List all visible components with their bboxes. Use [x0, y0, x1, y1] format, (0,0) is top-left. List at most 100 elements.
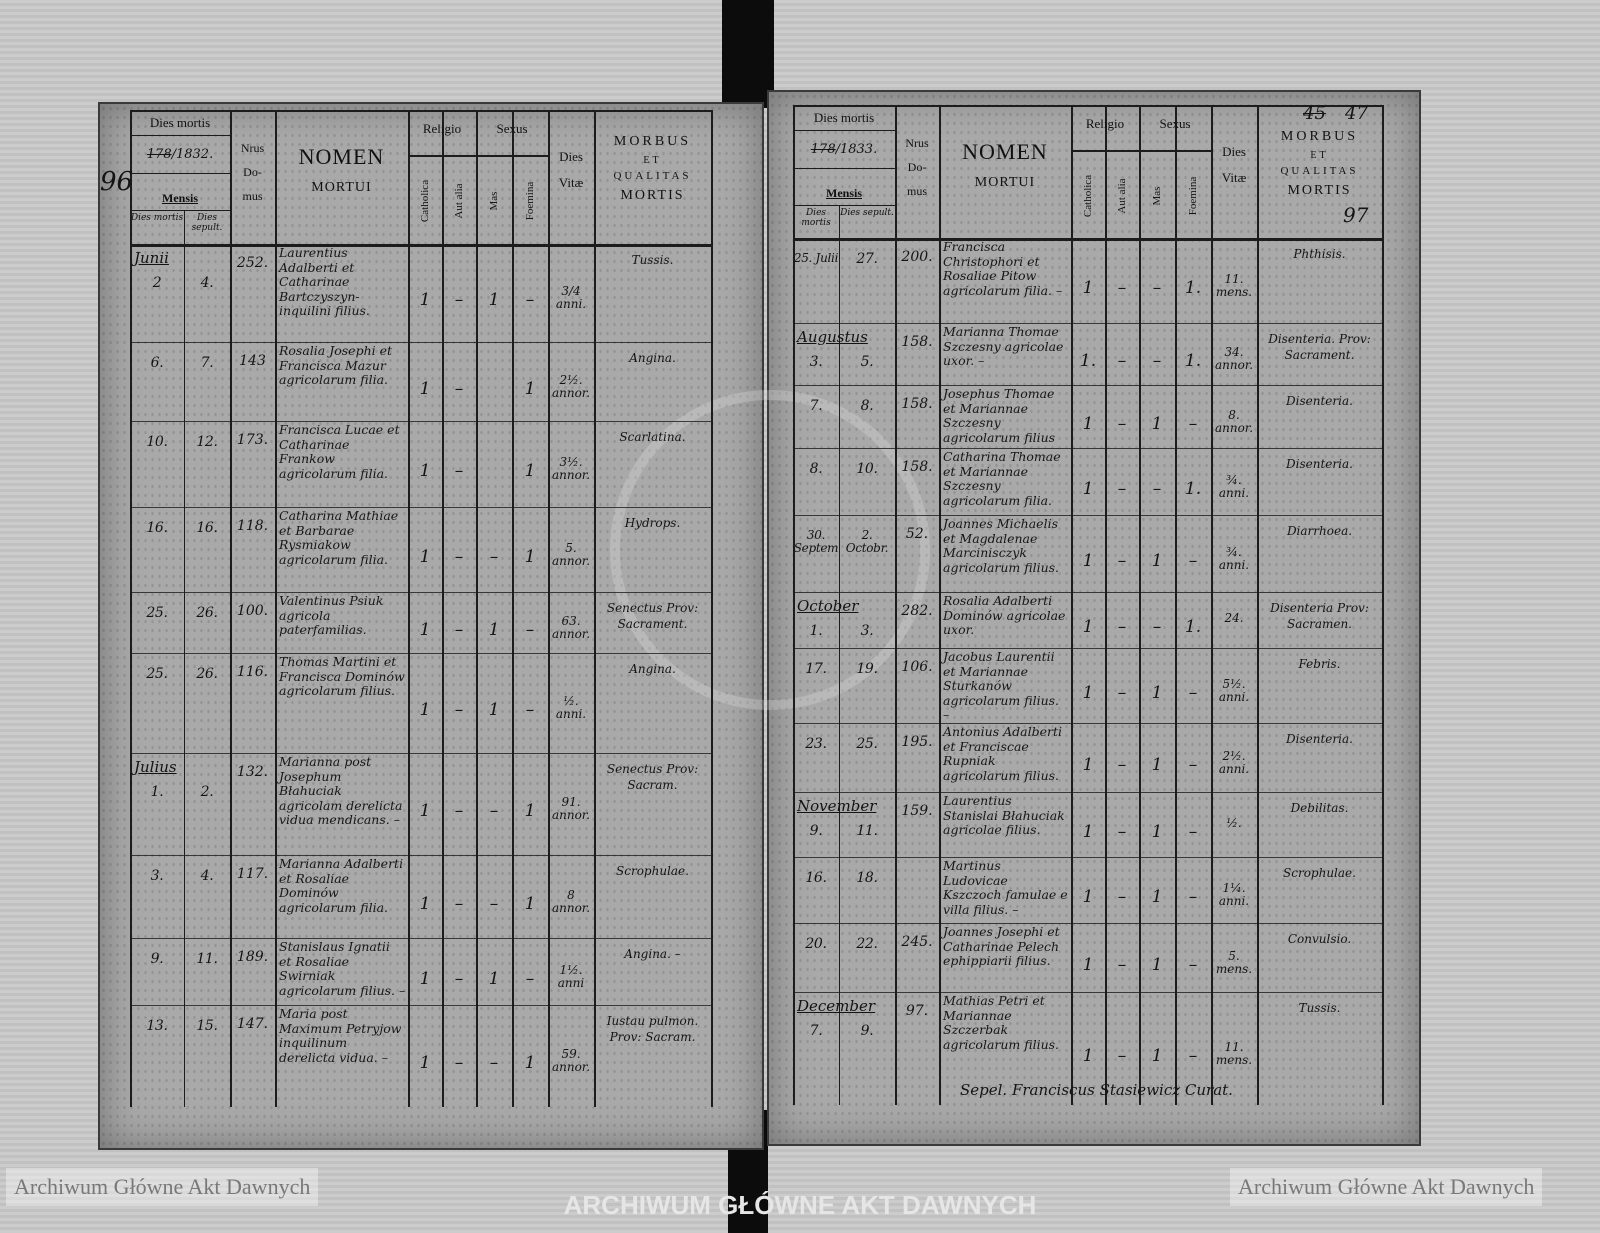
row-divider	[130, 938, 711, 939]
dies-mortis-header: Dies mortis	[149, 115, 211, 130]
catholica-mark: 1.	[1079, 351, 1097, 371]
cause-of-death: Angina. –	[624, 947, 681, 961]
table-top-border	[793, 105, 1382, 107]
row-divider	[793, 323, 1382, 324]
sexus-header: Sexus	[1159, 116, 1191, 131]
struck-year: 178	[146, 147, 172, 162]
aut-alia-mark: –	[1117, 821, 1127, 842]
aut-alia-mark: –	[454, 1053, 464, 1073]
deceased-name: Valentinus Psiuk agricola paterfamilias.	[279, 593, 384, 637]
mas-mark: 1	[488, 968, 500, 989]
aut-alia-mark: –	[454, 378, 464, 399]
catholica-mark: 1	[419, 619, 431, 640]
cause-of-death: Disenteria Prov: Sacramen.	[1270, 601, 1369, 631]
house-number: 52.	[905, 526, 929, 542]
column-divider	[548, 110, 550, 1107]
death-day: 10.	[146, 434, 168, 450]
house-number: 117.	[236, 866, 269, 882]
foemina-mark: –	[525, 968, 535, 989]
deceased-name: Catharina Mathiae et Barbarae Rysmiakow …	[279, 508, 399, 567]
mas-header: Mas	[1151, 186, 1163, 205]
month-label: Augustus	[797, 328, 868, 346]
house-number: 147.	[236, 1016, 269, 1032]
row-divider	[130, 421, 711, 422]
dies-vitae-header-1: Dies	[559, 149, 583, 164]
age-at-death: 5½. anni.	[1218, 676, 1250, 704]
catholica-mark: 1	[1082, 277, 1094, 298]
death-day: 17.	[805, 661, 827, 677]
religio-sexus-rule	[1071, 150, 1211, 152]
deceased-name: Joannes Josephi et Catharinae Pelech eph…	[943, 924, 1060, 968]
catholica-mark: 1	[419, 1053, 431, 1073]
burial-day: 11.	[856, 823, 878, 839]
column-divider	[711, 110, 713, 1107]
deceased-name: Marianna Thomae Szczesny agricolae uxor.…	[943, 324, 1064, 368]
mas-mark: 1	[1151, 413, 1163, 434]
domus-header-1: Do-	[907, 160, 927, 174]
row-divider	[793, 515, 1382, 516]
foemina-header: Foemina	[524, 181, 536, 221]
year-label: 178/1833.	[793, 142, 895, 157]
age-at-death: ¾. anni.	[1218, 544, 1250, 572]
age-at-death: ¾. anni.	[1218, 472, 1250, 500]
age-at-death: 8 annor.	[551, 887, 591, 915]
row-divider	[130, 342, 711, 343]
dies-mortis-rule	[130, 135, 230, 136]
death-day: 16.	[805, 870, 827, 886]
aut-alia-mark: –	[454, 968, 464, 989]
catholica-mark: 1	[419, 290, 431, 310]
foemina-mark: –	[1188, 1045, 1198, 1066]
row-divider	[130, 653, 711, 654]
burial-day: 5.	[860, 354, 874, 370]
burial-day: 9.	[860, 1023, 874, 1039]
burial-day: 19.	[856, 661, 878, 677]
right-page-number-struck: 45	[1303, 104, 1326, 124]
mas-mark: 1	[1151, 887, 1163, 907]
cause-of-death: Hydrops.	[624, 516, 681, 530]
catholica-mark: 1	[1082, 478, 1094, 499]
dies-mortis-rule	[793, 130, 895, 131]
foemina-mark: 1.	[1184, 478, 1202, 499]
mas-mark: 1	[1151, 682, 1163, 703]
burial-day: 16.	[196, 520, 218, 536]
death-day: 9.	[150, 951, 164, 967]
mortui-header: MORTUI	[311, 180, 372, 195]
mas-mark: –	[489, 546, 499, 567]
catholica-mark: 1	[1082, 413, 1094, 434]
cause-of-death: Convulsio.	[1287, 932, 1352, 946]
deceased-name: Mathias Petri et Mariannae Szczerbak agr…	[943, 993, 1060, 1052]
deceased-name: Marianna post Josephum Błahuciak agricol…	[279, 754, 403, 827]
dies-mortis-header: Dies mortis	[813, 110, 875, 125]
mas-mark: –	[1152, 478, 1162, 499]
row-divider	[793, 723, 1382, 724]
dies-vitae-header-1: Dies	[1222, 144, 1246, 159]
age-at-death: 63. annor.	[551, 613, 591, 641]
aut-alia-mark: –	[1117, 887, 1127, 907]
column-divider	[512, 110, 514, 1107]
religio-header: Religio	[1085, 116, 1125, 131]
foemina-header: Foemina	[1187, 176, 1199, 215]
dies-vitae-header-2: Vitæ	[1221, 170, 1247, 185]
deceased-name: Thomas Martini et Francisca Dominów agri…	[279, 654, 405, 698]
burial-day: 15.	[196, 1018, 218, 1034]
cause-of-death: Scrophulae.	[616, 864, 689, 878]
house-number: 158.	[901, 334, 933, 350]
column-divider	[1211, 105, 1213, 1105]
aut-alia-mark: –	[454, 801, 464, 821]
mas-mark: –	[1152, 277, 1162, 298]
mas-mark: 1	[488, 700, 500, 720]
death-day: 25.	[146, 666, 168, 682]
foemina-mark: –	[525, 619, 535, 640]
catholica-mark: 1	[1082, 754, 1094, 775]
mas-mark: 1	[1151, 754, 1163, 775]
age-at-death: 8. annor.	[1214, 407, 1254, 435]
year-label: 178/1832.	[130, 147, 230, 162]
column-divider	[1071, 105, 1073, 1105]
row-divider	[130, 592, 711, 593]
catholica-header: Catholica	[419, 179, 431, 223]
burial-day: 10.	[856, 461, 878, 477]
age-at-death: 11. mens.	[1215, 1039, 1253, 1067]
qualitas-header: QUALITAS	[1280, 165, 1359, 177]
cause-of-death: Iustau pulmon. Prov: Sacram.	[606, 1014, 699, 1044]
